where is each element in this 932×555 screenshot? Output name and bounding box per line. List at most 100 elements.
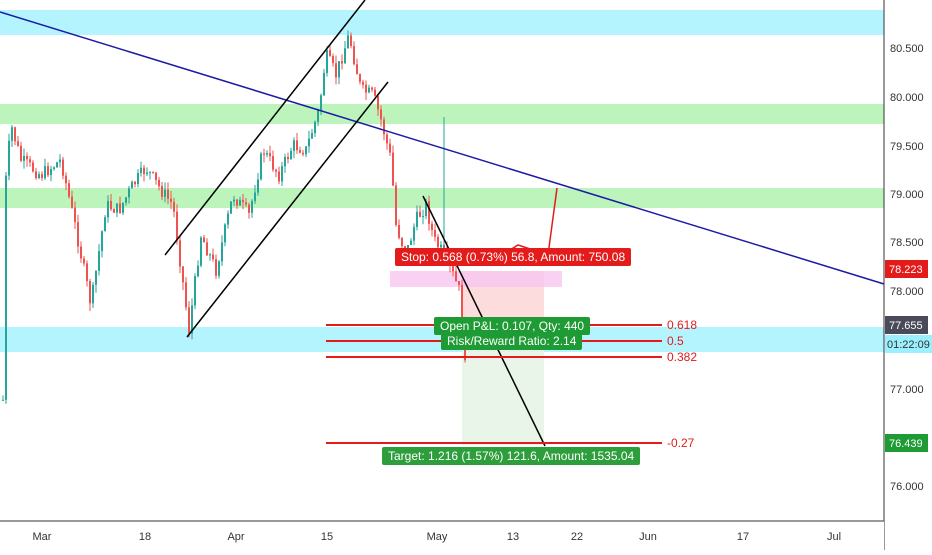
candle-body <box>254 192 256 201</box>
candle-body <box>260 153 262 180</box>
x-tick-label: Mar <box>33 531 52 543</box>
candle-body <box>272 156 274 170</box>
candle-body <box>194 276 196 306</box>
candle-body <box>116 203 118 213</box>
trendline-descending[interactable] <box>0 11 885 285</box>
candle-body <box>95 270 97 285</box>
x-tick-label: Jun <box>639 531 657 543</box>
candle-body <box>71 196 73 208</box>
candle-body <box>401 237 403 247</box>
candle-body <box>287 156 289 160</box>
candle-body <box>11 127 13 141</box>
y-tick-label: 79.000 <box>890 189 924 201</box>
price-tag-stop <box>885 260 928 278</box>
price-tag-target <box>885 434 928 452</box>
candle-body <box>179 240 181 267</box>
candle-body <box>188 307 190 334</box>
x-tick-label: 17 <box>737 531 749 543</box>
candle-body <box>347 35 349 49</box>
price-tag-current-text: 77.655 <box>889 320 923 332</box>
x-tick-label: 22 <box>571 531 583 543</box>
candle-body <box>164 189 166 197</box>
candle-body <box>170 198 172 202</box>
time-axis[interactable] <box>0 521 884 550</box>
candle-body <box>335 63 337 78</box>
y-tick-label: 80.000 <box>890 92 924 104</box>
drawings-layer[interactable]: 0.618 0.5 0.382 -0.27 <box>0 0 885 450</box>
candle-body <box>326 50 328 73</box>
candle-body <box>302 152 304 155</box>
candle-body <box>131 181 133 189</box>
candle-body <box>140 167 142 173</box>
candle-body <box>257 179 259 193</box>
candle-body <box>68 183 70 197</box>
channel-lower-line[interactable] <box>186 81 389 338</box>
candle-body <box>77 222 79 247</box>
candle-body <box>413 226 415 241</box>
candle-body <box>386 134 388 144</box>
candle-body <box>149 171 151 173</box>
candle-body <box>143 167 145 174</box>
candle-body <box>134 181 136 185</box>
candle-body <box>383 119 385 135</box>
candle-body <box>50 168 52 176</box>
resistance-zone-80[interactable] <box>0 104 884 124</box>
fib-label-neg027: -0.27 <box>667 436 695 450</box>
y-tick-label: 76.000 <box>890 481 924 493</box>
candle-body <box>74 207 76 223</box>
stop-label[interactable]: Stop: 0.568 (0.73%) 56.8, Amount: 750.08 <box>395 248 632 266</box>
candle-body <box>62 159 64 176</box>
candle-body <box>251 200 253 213</box>
price-tag-target-text: 76.439 <box>889 438 923 450</box>
candle-body <box>176 211 178 241</box>
candle-body <box>224 224 226 243</box>
candle-body <box>308 138 310 147</box>
candle-body <box>434 230 436 237</box>
candle-body <box>128 188 130 198</box>
target-label[interactable]: Target: 1.216 (1.57%) 121.6, Amount: 153… <box>382 447 641 465</box>
y-tick-label: 80.500 <box>890 43 924 55</box>
candle-body <box>8 140 10 176</box>
candle-body <box>389 143 391 153</box>
candle-body <box>56 162 58 168</box>
candle-body <box>284 156 286 167</box>
candle-body <box>41 174 43 179</box>
channel-upper-line[interactable] <box>164 0 366 256</box>
candle-body <box>311 133 313 139</box>
candle-body <box>350 35 352 46</box>
candle-body <box>110 200 112 210</box>
x-tick-label: Apr <box>227 531 244 543</box>
candle-body <box>218 261 220 276</box>
candle-body <box>203 237 205 243</box>
candle-body <box>173 201 175 212</box>
candle-body <box>44 166 46 179</box>
candle-body <box>92 284 94 304</box>
fib-label-0382: 0.382 <box>667 350 697 364</box>
candle-body <box>89 281 91 304</box>
candle-body <box>197 265 199 277</box>
risk-reward-label[interactable]: Risk/Reward Ratio: 2.14 <box>441 332 583 350</box>
candle-body <box>158 179 160 187</box>
x-tick-label: 15 <box>321 531 333 543</box>
resistance-zone-79[interactable] <box>0 188 884 208</box>
candle-body <box>263 153 265 155</box>
candle-body <box>212 254 214 260</box>
candle-body <box>344 48 346 64</box>
x-tick-label: May <box>427 531 448 543</box>
candle-body <box>101 231 103 252</box>
candle-body <box>374 89 376 96</box>
candle-body <box>416 211 418 227</box>
candle-body <box>167 189 169 199</box>
candle-body <box>323 72 325 96</box>
candle-body <box>440 244 442 248</box>
candle-body <box>422 216 424 218</box>
candle-body <box>32 162 34 172</box>
x-tick-label: 13 <box>507 531 519 543</box>
open-pnl-label[interactable]: Open P&L: 0.107, Qty: 440 <box>434 317 591 335</box>
candle-body <box>233 199 235 202</box>
candle-body <box>398 224 400 238</box>
price-tag-countdown-text: 01:22:09 <box>887 339 930 351</box>
resistance-zone-top[interactable] <box>0 10 884 35</box>
